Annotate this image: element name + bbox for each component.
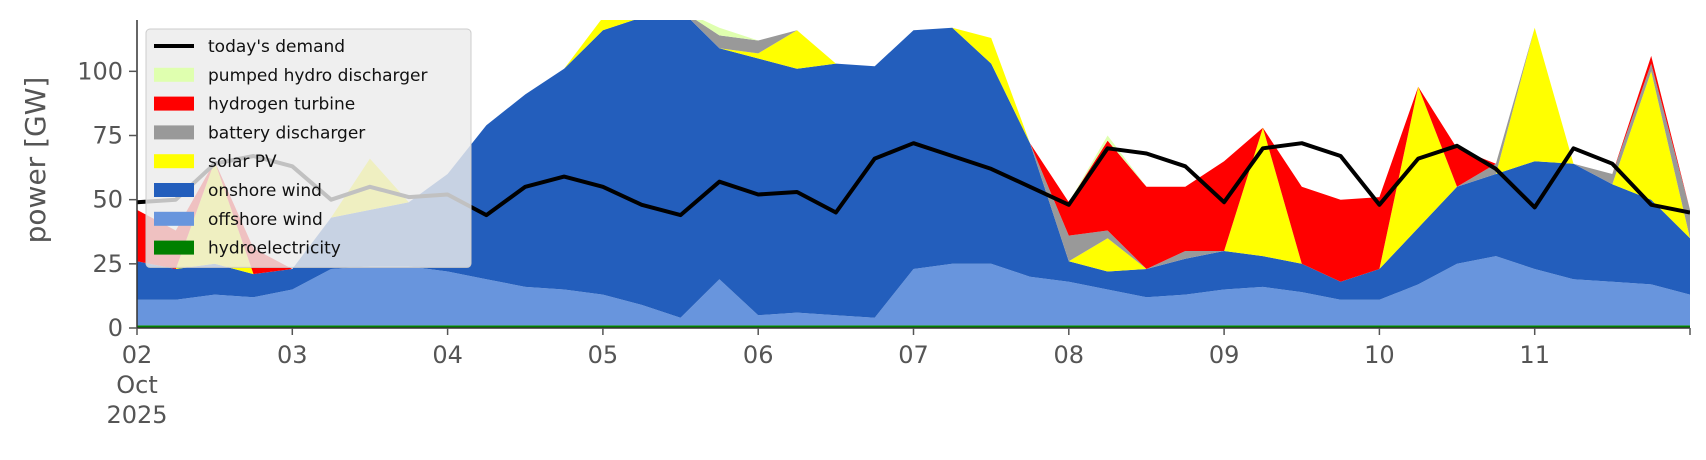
legend-swatch-onshore-wind [154, 183, 194, 197]
y-tick-label: 100 [77, 57, 123, 85]
x-tick-sublabel: Oct [116, 371, 158, 399]
x-tick-label: 09 [1209, 341, 1240, 369]
legend-swatch-offshore-wind [154, 211, 194, 226]
area-solar-pv [137, 20, 1690, 282]
y-tick-label: 25 [92, 250, 123, 278]
x-tick-label: 03 [277, 341, 308, 369]
y-tick-label: 0 [108, 314, 123, 342]
legend-label-hydrogen-turbine: hydrogen turbine [208, 95, 355, 115]
area-offshore-wind [137, 256, 1690, 326]
x-tick-label: 02 [122, 341, 153, 369]
legend-swatch-battery-discharger [154, 125, 194, 140]
x-tick-label: 06 [743, 341, 774, 369]
x-tick-label: 07 [898, 341, 929, 369]
y-tick-label: 75 [92, 122, 123, 150]
x-tick-label: 08 [1054, 341, 1085, 369]
x-tick-label: 04 [432, 341, 463, 369]
legend-label-pumped-hydro-discharger: pumped hydro discharger [208, 66, 427, 86]
x-tick-label: 10 [1364, 341, 1395, 369]
legend-label-onshore-wind: onshore wind [208, 181, 322, 201]
x-tick-label: 11 [1519, 341, 1550, 369]
y-tick-label: 50 [92, 186, 123, 214]
legend: today's demand pumped hydro discharger hyd… [145, 28, 472, 268]
legend-label-battery-discharger: battery discharger [208, 123, 365, 143]
y-axis-label: power [GW] [19, 77, 52, 244]
area-hydrogen-turbine [137, 20, 1690, 282]
x-tick-label: 05 [588, 341, 619, 369]
legend-label-hydroelectricity: hydroelectricity [208, 239, 341, 259]
y-axis: 0 25 50 75 100 [77, 20, 138, 342]
legend-label-solar-pv: solar PV [208, 152, 277, 172]
legend-label-today-s-demand: today's demand [208, 37, 345, 57]
legend-label-offshore-wind: offshore wind [208, 210, 323, 230]
legend-swatch-hydroelectricity [154, 240, 194, 255]
legend-swatch-pumped-hydro-discharger [154, 67, 194, 82]
area-onshore-wind [137, 20, 1690, 318]
legend-box [145, 28, 472, 268]
x-tick-sublabel: 2025 [106, 401, 167, 429]
legend-swatch-solar-pv [154, 154, 194, 169]
legend-swatch-hydrogen-turbine [154, 96, 194, 111]
